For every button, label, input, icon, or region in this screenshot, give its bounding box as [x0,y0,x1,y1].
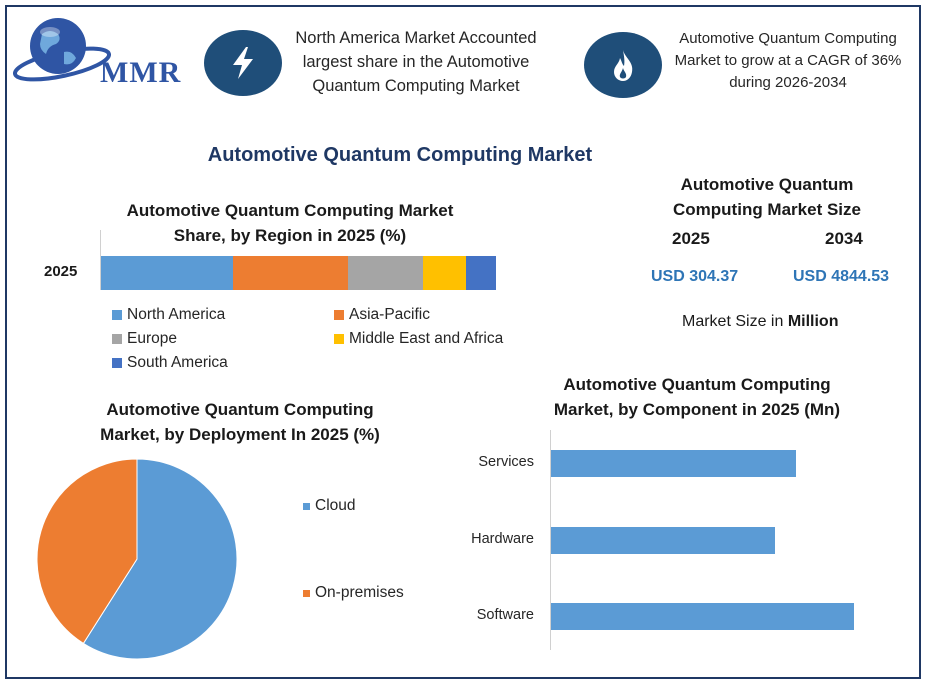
legend-label: On-premises [315,584,404,601]
legend-swatch [303,589,310,597]
deployment-title-line2: Market, by Deployment In 2025 (%) [100,425,380,444]
component-tick-label-hardware: Hardware [471,531,534,547]
legend-swatch [334,334,344,344]
market-size-title-line2: Computing Market Size [673,200,861,219]
component-chart-title: Automotive Quantum Computing Market, by … [517,372,877,422]
component-tick-label-software: Software [476,607,534,623]
unit-note-prefix: Market Size in [682,313,788,330]
market-size-title-line1: Automotive Quantum [680,175,854,194]
header-cagr-text: Automotive Quantum Computing Market to g… [674,30,902,91]
component-tick-label-services: Services [478,454,534,470]
market-value-2034: USD 4844.53 [793,268,890,285]
region-bar-segment-middle-east-and-africa [422,256,467,290]
legend-swatch [334,310,344,320]
legend-europe: Europe [112,330,177,348]
region-stacked-bar [101,256,496,290]
region-bar-segment-north-america [101,256,234,290]
component-bar-services [551,450,797,477]
deployment-pie [36,458,238,660]
market-size-unit-note: Market Size in Million [682,313,838,331]
region-bar-category-label: 2025 [44,263,78,280]
deployment-title-line1: Automotive Quantum Computing [106,400,374,419]
year-2025-label: 2025 [672,229,710,248]
legend-mea: Middle East and Africa [334,330,503,348]
market-value-2025: USD 304.37 [651,268,739,285]
region-chart-title: Automotive Quantum Computing Market Shar… [90,198,490,248]
legend-asia-pacific: Asia-Pacific [334,306,430,324]
legend-swatch [303,502,310,510]
component-axis-line [550,430,551,650]
legend-south-america: South America [112,354,228,372]
region-bar-segment-south-america [466,256,496,290]
component-bar-software [551,603,854,630]
legend-swatch [112,310,122,320]
market-size-title: Automotive Quantum Computing Market Size [640,172,894,222]
pie-slice-on-premises [36,458,138,645]
legend-north-america: North America [112,306,225,324]
legend-on-premises: On-premises [303,584,404,602]
legend-label: North America [127,306,226,323]
component-title-line2: Market, by Component in 2025 (Mn) [553,400,841,419]
deployment-chart-title: Automotive Quantum Computing Market, by … [60,397,420,447]
legend-label: Middle East and Africa [349,330,504,347]
component-bar-hardware [551,527,776,554]
globe-icon [12,18,112,82]
lightning-icon [204,30,282,96]
legend-swatch [112,358,122,368]
region-chart-title-line1: Automotive Quantum Computing Market [126,201,454,220]
pie-slice-cloud [82,458,238,660]
legend-cloud: Cloud [303,497,356,515]
region-bar-segment-asia-pacific [233,256,348,290]
legend-label: South America [127,354,228,371]
legend-swatch [112,334,122,344]
region-chart-title-line2: Share, by Region in 2025 (%) [173,226,407,245]
legend-label: Europe [127,330,177,347]
legend-label: Cloud [315,497,356,514]
region-bar-segment-europe [347,256,423,290]
logo-text: MMR [100,56,182,89]
component-bar-chart: Services Hardware Software [430,430,870,650]
region-axis-line [100,230,101,290]
outer-frame [5,5,921,679]
header-north-america-text: North America Market Accounted largest s… [295,29,537,95]
unit-note-bold: Million [787,313,839,330]
component-title-line1: Automotive Quantum Computing [563,375,831,394]
legend-label: Asia-Pacific [349,306,430,323]
year-2034-label: 2034 [825,229,863,248]
mmr-logo: MMR [12,12,184,89]
flame-icon [584,32,662,98]
main-title: Automotive Quantum Computing Market [207,144,593,166]
